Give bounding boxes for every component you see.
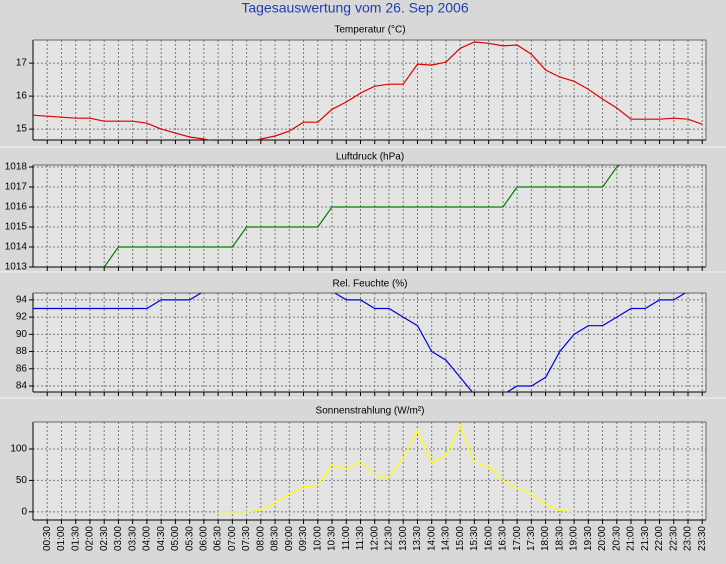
y-tick-label: 15	[16, 124, 28, 135]
x-tick-label: 15:00	[455, 526, 466, 551]
x-tick-label: 21:00	[626, 526, 637, 551]
x-tick-label: 21:30	[640, 526, 651, 551]
x-tick-label: 08:00	[255, 526, 266, 551]
y-tick-label: 1017	[5, 182, 28, 193]
y-tick-label: 86	[16, 363, 28, 374]
y-tick-label: 88	[16, 346, 28, 357]
chart-title: Temperatur (°C)	[334, 25, 405, 36]
x-tick-label: 01:30	[70, 526, 81, 551]
x-tick-label: 22:00	[654, 526, 665, 551]
y-tick-label: 1013	[5, 262, 28, 273]
x-tick-label: 09:00	[284, 526, 295, 551]
x-tick-label: 03:30	[127, 526, 138, 551]
chart-title: Sonnenstrahlung (W/m²)	[316, 406, 425, 417]
x-tick-label: 12:30	[384, 526, 395, 551]
y-tick-label: 17	[16, 58, 28, 69]
x-tick-label: 20:30	[611, 526, 622, 551]
x-tick-label: 23:00	[683, 526, 694, 551]
x-tick-label: 11:00	[341, 526, 352, 551]
x-tick-label: 10:30	[327, 526, 338, 551]
x-tick-label: 06:30	[213, 526, 224, 551]
y-tick-label: 1015	[5, 222, 28, 233]
window-title: Tagesauswertung vom 26. Sep 2006	[241, 0, 468, 16]
y-tick-label: 92	[16, 312, 28, 323]
x-tick-label: 13:30	[412, 526, 423, 551]
y-tick-label: 50	[16, 475, 28, 486]
x-tick-label: 05:30	[184, 526, 195, 551]
data-line	[218, 423, 575, 513]
x-tick-label: 01:00	[56, 526, 67, 551]
y-tick-label: 1016	[5, 202, 28, 213]
x-tick-label: 17:30	[526, 526, 537, 551]
x-tick-label: 09:30	[298, 526, 309, 551]
x-tick-label: 02:30	[99, 526, 110, 551]
y-tick-label: 1018	[5, 162, 28, 173]
x-tick-label: 07:30	[241, 526, 252, 551]
x-tick-label: 05:00	[170, 526, 181, 551]
x-tick-label: 16:30	[498, 526, 509, 551]
x-tick-label: 02:00	[85, 526, 96, 551]
x-tick-label: 19:00	[569, 526, 580, 551]
y-tick-label: 16	[16, 91, 28, 102]
y-tick-label: 94	[16, 295, 28, 306]
x-tick-label: 23:30	[697, 526, 708, 551]
x-tick-label: 15:30	[469, 526, 480, 551]
chart-title: Luftdruck (hPa)	[336, 152, 404, 163]
x-tick-label: 13:00	[398, 526, 409, 551]
x-tick-label: 10:00	[312, 526, 323, 551]
y-tick-label: 1014	[5, 242, 28, 253]
data-line	[33, 293, 687, 392]
plot-area	[33, 40, 706, 140]
x-tick-label: 00:30	[42, 526, 53, 551]
x-tick-label: 19:30	[583, 526, 594, 551]
x-tick-label: 07:00	[227, 526, 238, 551]
x-tick-label: 17:00	[512, 526, 523, 551]
x-tick-label: 04:00	[142, 526, 153, 551]
x-tick-label: 11:30	[355, 526, 366, 551]
plot-area	[33, 293, 706, 392]
x-tick-label: 22:30	[668, 526, 679, 551]
plot-area	[33, 165, 706, 267]
y-tick-label: 84	[16, 381, 28, 392]
x-tick-label: 06:00	[199, 526, 210, 551]
x-tick-label: 14:30	[441, 526, 452, 551]
x-tick-label: 04:30	[156, 526, 167, 551]
chart-title: Rel. Feuchte (%)	[332, 279, 407, 290]
x-tick-label: 18:00	[540, 526, 551, 551]
x-tick-label: 14:00	[426, 526, 437, 551]
x-tick-label: 20:00	[597, 526, 608, 551]
x-tick-label: 18:30	[554, 526, 565, 551]
x-tick-label: 16:00	[483, 526, 494, 551]
x-tick-label: 03:00	[113, 526, 124, 551]
y-tick-label: 100	[10, 444, 27, 455]
data-line	[103, 165, 621, 267]
y-tick-label: 0	[21, 506, 27, 517]
x-tick-label: 08:30	[270, 526, 281, 551]
data-line	[33, 41, 703, 140]
y-tick-label: 90	[16, 329, 28, 340]
x-tick-label: 12:00	[369, 526, 380, 551]
